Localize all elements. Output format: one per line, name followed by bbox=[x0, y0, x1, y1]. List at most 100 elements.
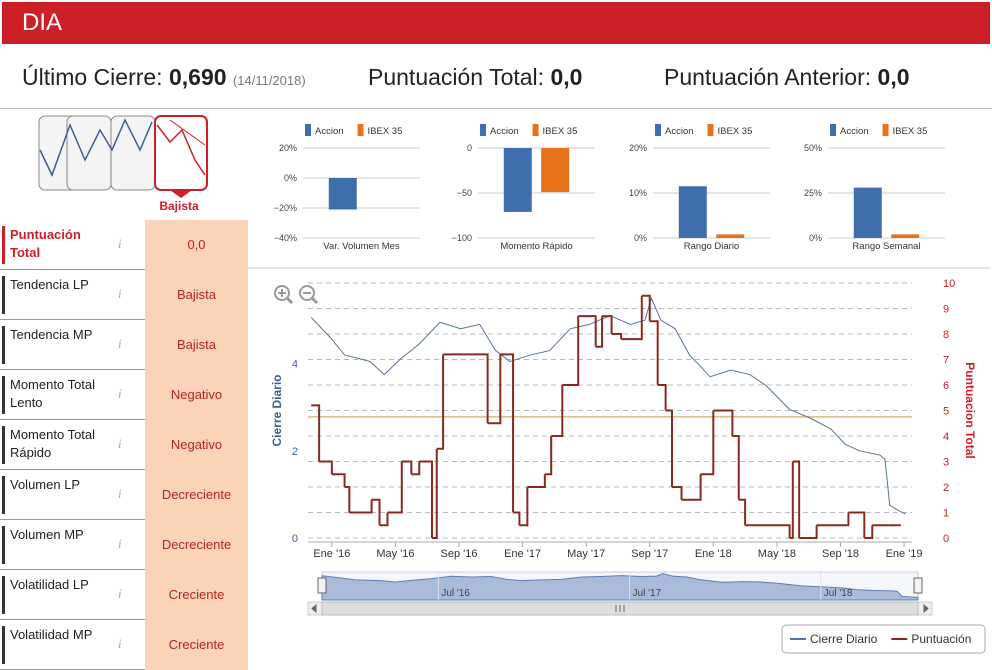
navigator-label: Jul '18 bbox=[824, 588, 853, 599]
legend-swatch bbox=[305, 124, 311, 136]
y2-tick-label: 4 bbox=[943, 431, 949, 443]
x-tick-label: May '18 bbox=[758, 548, 796, 560]
row-label: Volumen LP bbox=[2, 476, 102, 514]
info-icon[interactable]: i bbox=[118, 436, 122, 451]
y-tick-label: 0% bbox=[284, 173, 297, 183]
info-icon[interactable]: i bbox=[118, 536, 122, 551]
legend-label: IBEX 35 bbox=[543, 126, 578, 137]
bar bbox=[891, 234, 920, 238]
y-tick-label: 0% bbox=[634, 233, 647, 243]
step-segment bbox=[519, 487, 529, 527]
table-row: Momento Total Lento i Negativo bbox=[0, 370, 248, 420]
y2-tick-label: 9 bbox=[943, 304, 949, 316]
y2-tick-label: 8 bbox=[943, 329, 949, 341]
y2-tick-label: 2 bbox=[943, 482, 949, 494]
y-tick-label: −40% bbox=[274, 233, 297, 243]
row-label: Volatilidad MP bbox=[2, 626, 102, 664]
zoom-buttons[interactable] bbox=[274, 285, 319, 305]
navigator-label: Jul '16 bbox=[441, 588, 470, 599]
x-tick-label: Ene '17 bbox=[504, 548, 541, 560]
bar bbox=[853, 187, 882, 238]
row-value: Decreciente bbox=[145, 520, 248, 570]
step-segment bbox=[665, 409, 673, 487]
legend-swatch bbox=[480, 124, 486, 136]
legend-item[interactable]: Puntuación bbox=[891, 632, 971, 646]
navigator-area bbox=[321, 573, 919, 601]
info-icon[interactable]: i bbox=[118, 336, 122, 351]
row-label: Puntuación Total bbox=[2, 226, 102, 264]
step-segment bbox=[602, 315, 613, 334]
date: (14/11/2018) bbox=[232, 73, 306, 88]
step-segment bbox=[331, 473, 346, 487]
step-segment bbox=[713, 409, 734, 436]
step-segment bbox=[349, 499, 373, 514]
header-title: DIA bbox=[22, 9, 63, 36]
bar bbox=[541, 148, 570, 193]
y2-tick-label: 5 bbox=[943, 406, 949, 418]
chart-title: Rango Semanal bbox=[852, 241, 920, 252]
legend-label: IBEX 35 bbox=[718, 126, 753, 137]
navigator-handle[interactable] bbox=[913, 577, 923, 594]
info-icon[interactable]: i bbox=[118, 386, 122, 401]
info-icon[interactable]: i bbox=[118, 486, 122, 501]
legend-label: IBEX 35 bbox=[368, 126, 403, 137]
step-segment bbox=[436, 354, 445, 450]
previous-score: Puntuación Anterior: 0,0 bbox=[664, 64, 910, 91]
step-segment bbox=[551, 385, 564, 437]
y2-axis-title: Puntuacion Total bbox=[963, 362, 977, 458]
table-row: Momento Total Rápido i Negativo bbox=[0, 420, 248, 470]
y2-tick-label: 7 bbox=[943, 355, 949, 367]
y-tick-label: −100 bbox=[452, 233, 472, 243]
summary: Último Cierre: 0,690 (14/11/2018) Puntua… bbox=[0, 56, 992, 109]
bar bbox=[328, 178, 357, 210]
legend-swatch bbox=[830, 124, 836, 136]
value: 0,0 bbox=[877, 64, 910, 90]
x-tick-label: May '16 bbox=[376, 548, 414, 560]
step-segment bbox=[768, 524, 791, 538]
step-segment bbox=[319, 460, 333, 475]
legend-item[interactable]: Cierre Diario bbox=[790, 632, 878, 646]
step-segment bbox=[527, 474, 546, 488]
header: DIA bbox=[2, 2, 990, 44]
row-value: Bajista bbox=[145, 270, 248, 320]
step-segment bbox=[595, 316, 604, 348]
step-segment bbox=[732, 435, 740, 500]
legend-swatch bbox=[532, 124, 539, 136]
y-tick-label: 20% bbox=[629, 143, 647, 153]
step-segment bbox=[792, 460, 801, 538]
row-value: Creciente bbox=[145, 620, 248, 670]
y-tick-label: 10% bbox=[629, 188, 647, 198]
row-value: Negativo bbox=[145, 370, 248, 420]
scrollbar[interactable] bbox=[307, 601, 933, 616]
x-tick-label: May '17 bbox=[567, 548, 605, 560]
step-segment bbox=[562, 316, 580, 386]
bar bbox=[716, 234, 745, 238]
step-segment bbox=[411, 461, 421, 476]
info-icon[interactable]: i bbox=[118, 586, 122, 601]
x-tick-label: Sep '18 bbox=[822, 548, 859, 560]
step-segment bbox=[431, 448, 438, 539]
legend-label: Accion bbox=[840, 126, 869, 137]
label: Puntuación Total: bbox=[368, 64, 545, 90]
bar bbox=[678, 186, 707, 238]
step-segment bbox=[789, 461, 794, 539]
y2-tick-label: 6 bbox=[943, 380, 949, 392]
info-icon[interactable]: i bbox=[118, 636, 122, 651]
row-label: Tendencia MP bbox=[2, 326, 102, 364]
y-tick-label: 50% bbox=[804, 143, 822, 153]
line bbox=[310, 296, 906, 515]
info-icon[interactable]: i bbox=[118, 286, 122, 301]
step-segment bbox=[848, 511, 866, 538]
step-segment bbox=[371, 498, 381, 526]
step-segment bbox=[419, 460, 433, 538]
step-segment bbox=[799, 525, 818, 539]
legend-swatch bbox=[357, 124, 364, 136]
row-label: Momento Total Lento bbox=[2, 376, 102, 414]
step-segment bbox=[443, 353, 489, 424]
row-label: Volatilidad LP bbox=[2, 576, 102, 614]
y2-tick-label: 3 bbox=[943, 457, 949, 469]
step-segment bbox=[671, 486, 683, 500]
step-segment bbox=[700, 410, 715, 476]
info-icon[interactable]: i bbox=[118, 236, 122, 251]
navigator-handle[interactable] bbox=[317, 577, 327, 594]
